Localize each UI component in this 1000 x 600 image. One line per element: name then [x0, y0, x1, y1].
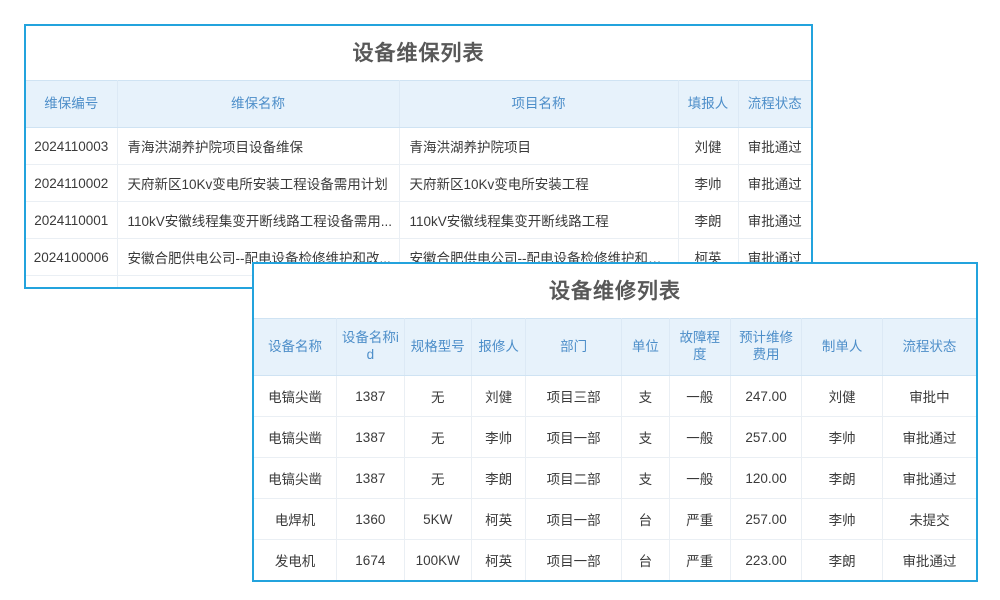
cell-unit: 支	[621, 375, 670, 417]
repair-table: 设备名称 设备名称id 规格型号 报修人 部门 单位 故障程度 预计维修费用 制…	[254, 318, 976, 580]
cell-spec-model: 无	[404, 457, 472, 499]
maintenance-panel-title: 设备维保列表	[26, 26, 811, 80]
table-row[interactable]: 电镐尖凿 1387 无 李帅 项目一部 支 一般 257.00 李帅 审批通过	[254, 416, 976, 458]
column-header-repair-reporter[interactable]: 报修人	[471, 318, 527, 376]
column-header-severity[interactable]: 故障程度	[669, 318, 731, 376]
column-header-department[interactable]: 部门	[525, 318, 622, 376]
cell-severity: 一般	[669, 457, 731, 499]
column-header-device-id[interactable]: 设备名称id	[336, 318, 405, 376]
cell-unit: 台	[621, 498, 670, 540]
cell-department: 项目一部	[525, 539, 622, 580]
cell-severity: 一般	[669, 375, 731, 417]
cell-estimated-cost: 257.00	[730, 416, 803, 458]
cell-reporter[interactable]: 刘健	[678, 127, 739, 165]
column-header-spec-model[interactable]: 规格型号	[404, 318, 472, 376]
cell-device-id: 1387	[336, 375, 405, 417]
cell-maintenance-name[interactable]: 110kV安徽线程集变开断线路工程设备需用...	[117, 201, 400, 239]
table-row[interactable]: 电焊机 1360 5KW 柯英 项目一部 台 严重 257.00 李帅 未提交	[254, 498, 976, 540]
column-header-maintenance-code[interactable]: 维保编号	[26, 80, 118, 128]
repair-table-body: 电镐尖凿 1387 无 刘健 项目三部 支 一般 247.00 刘健 审批中 电…	[254, 375, 976, 580]
cell-maintenance-code[interactable]: 2024110003	[26, 127, 118, 165]
cell-repair-reporter[interactable]: 柯英	[471, 498, 527, 540]
status-badge: 审批中	[882, 375, 976, 417]
column-header-estimated-cost[interactable]: 预计维修费用	[730, 318, 803, 376]
repair-list-panel: 设备维修列表 设备名称 设备名称id 规格型号 报修人 部门 单位 故障程度 预…	[252, 262, 978, 582]
repair-table-header-row: 设备名称 设备名称id 规格型号 报修人 部门 单位 故障程度 预计维修费用 制…	[254, 318, 976, 376]
cell-unit: 支	[621, 457, 670, 499]
cell-repair-reporter[interactable]: 刘健	[471, 375, 527, 417]
column-header-creator[interactable]: 制单人	[801, 318, 883, 376]
column-header-unit[interactable]: 单位	[621, 318, 670, 376]
cell-creator[interactable]: 李朗	[801, 539, 883, 580]
column-header-device-name[interactable]: 设备名称	[254, 318, 338, 376]
status-badge: 审批通过	[738, 164, 811, 202]
cell-repair-reporter[interactable]: 李朗	[471, 457, 527, 499]
cell-reporter[interactable]: 李帅	[678, 164, 739, 202]
cell-maintenance-name[interactable]: 青海洪湖养护院项目设备维保	[117, 127, 400, 165]
cell-department: 项目二部	[525, 457, 622, 499]
cell-project-name[interactable]: 青海洪湖养护院项目	[399, 127, 679, 165]
cell-maintenance-code[interactable]: 2024100006	[26, 238, 118, 276]
cell-department: 项目一部	[525, 416, 622, 458]
maintenance-table-header-row: 维保编号 维保名称 项目名称 填报人 流程状态	[26, 80, 811, 128]
cell-maintenance-code[interactable]: 2024100005	[26, 275, 118, 287]
cell-spec-model: 无	[404, 375, 472, 417]
cell-spec-model: 无	[404, 416, 472, 458]
column-header-flow-status[interactable]: 流程状态	[882, 318, 976, 376]
cell-device-id: 1360	[336, 498, 405, 540]
table-row[interactable]: 电镐尖凿 1387 无 李朗 项目二部 支 一般 120.00 李朗 审批通过	[254, 457, 976, 499]
cell-estimated-cost: 120.00	[730, 457, 803, 499]
repair-panel-title: 设备维修列表	[254, 264, 976, 318]
cell-spec-model: 100KW	[404, 539, 472, 580]
cell-estimated-cost: 247.00	[730, 375, 803, 417]
cell-device-id: 1387	[336, 416, 405, 458]
table-row[interactable]: 2024110003 青海洪湖养护院项目设备维保 青海洪湖养护院项目 刘健 审批…	[26, 127, 811, 165]
cell-severity: 一般	[669, 416, 731, 458]
cell-device-name[interactable]: 电焊机	[254, 498, 338, 540]
cell-creator[interactable]: 李帅	[801, 416, 883, 458]
cell-device-name[interactable]: 电镐尖凿	[254, 416, 338, 458]
cell-estimated-cost: 257.00	[730, 498, 803, 540]
cell-device-name[interactable]: 电镐尖凿	[254, 457, 338, 499]
cell-department: 项目三部	[525, 375, 622, 417]
cell-severity: 严重	[669, 498, 731, 540]
cell-spec-model: 5KW	[404, 498, 472, 540]
cell-maintenance-name[interactable]: 天府新区10Kv变电所安装工程设备需用计划	[117, 164, 400, 202]
cell-estimated-cost: 223.00	[730, 539, 803, 580]
cell-creator[interactable]: 李帅	[801, 498, 883, 540]
status-badge: 未提交	[882, 498, 976, 540]
cell-device-name[interactable]: 电镐尖凿	[254, 375, 338, 417]
cell-reporter[interactable]: 李朗	[678, 201, 739, 239]
column-header-reporter[interactable]: 填报人	[678, 80, 739, 128]
status-badge: 审批通过	[882, 457, 976, 499]
cell-device-id: 1674	[336, 539, 405, 580]
cell-project-name[interactable]: 110kV安徽线程集变开断线路工程	[399, 201, 679, 239]
cell-unit: 支	[621, 416, 670, 458]
status-badge: 审批通过	[738, 201, 811, 239]
maintenance-list-panel: 设备维保列表 维保编号 维保名称 项目名称 填报人 流程状态 202411000…	[24, 24, 813, 289]
status-badge: 审批通过	[882, 416, 976, 458]
status-badge: 审批通过	[738, 127, 811, 165]
cell-department: 项目一部	[525, 498, 622, 540]
status-badge: 审批通过	[882, 539, 976, 580]
column-header-project-name[interactable]: 项目名称	[399, 80, 679, 128]
maintenance-table: 维保编号 维保名称 项目名称 填报人 流程状态 2024110003 青海洪湖养…	[26, 80, 811, 287]
cell-creator[interactable]: 刘健	[801, 375, 883, 417]
table-row[interactable]: 电镐尖凿 1387 无 刘健 项目三部 支 一般 247.00 刘健 审批中	[254, 375, 976, 417]
column-header-maintenance-name[interactable]: 维保名称	[117, 80, 400, 128]
table-row[interactable]: 2024110001 110kV安徽线程集变开断线路工程设备需用... 110k…	[26, 201, 811, 239]
table-row[interactable]: 发电机 1674 100KW 柯英 项目一部 台 严重 223.00 李朗 审批…	[254, 539, 976, 580]
column-header-flow-status[interactable]: 流程状态	[738, 80, 811, 128]
cell-repair-reporter[interactable]: 柯英	[471, 539, 527, 580]
cell-creator[interactable]: 李朗	[801, 457, 883, 499]
cell-project-name[interactable]: 天府新区10Kv变电所安装工程	[399, 164, 679, 202]
cell-device-name[interactable]: 发电机	[254, 539, 338, 580]
table-row[interactable]: 2024110002 天府新区10Kv变电所安装工程设备需用计划 天府新区10K…	[26, 164, 811, 202]
cell-severity: 严重	[669, 539, 731, 580]
cell-repair-reporter[interactable]: 李帅	[471, 416, 527, 458]
cell-device-id: 1387	[336, 457, 405, 499]
cell-maintenance-code[interactable]: 2024110001	[26, 201, 118, 239]
cell-unit: 台	[621, 539, 670, 580]
cell-maintenance-code[interactable]: 2024110002	[26, 164, 118, 202]
